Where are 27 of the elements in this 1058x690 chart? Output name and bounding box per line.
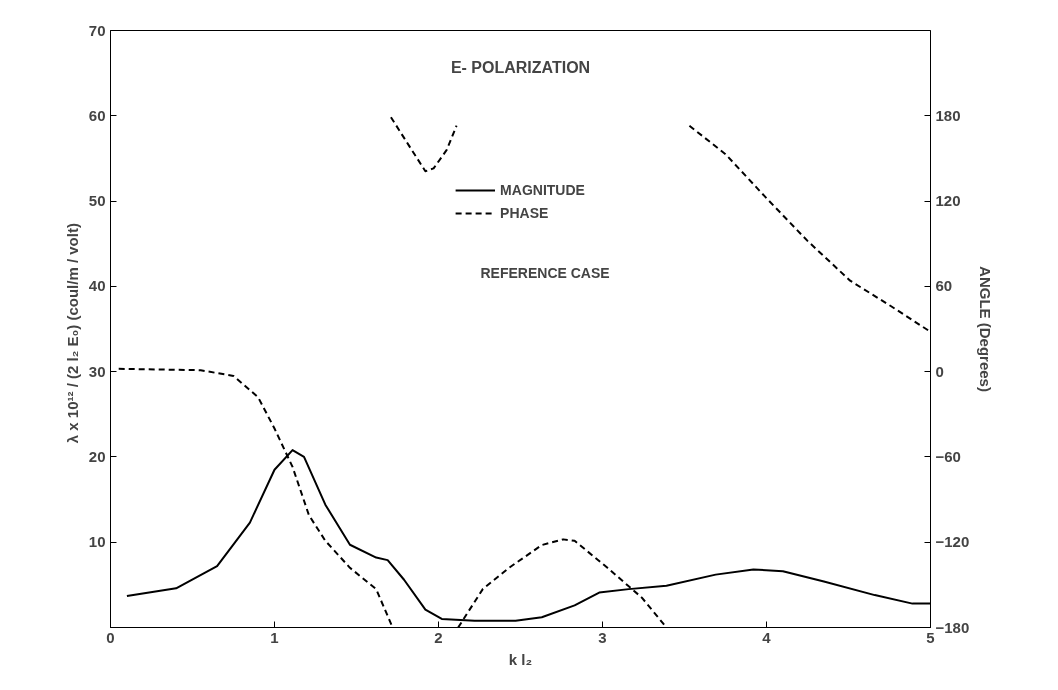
x-tick-label: 0 <box>106 628 115 646</box>
y-axis-title: λ x 10¹² / (2 l₂ E₀) (coul/m / volt) <box>63 223 81 444</box>
legend-label: MAGNITUDE <box>500 182 585 198</box>
y2-tick-label: 120 <box>935 192 961 210</box>
y-tick-label: 60 <box>88 106 106 124</box>
x-tick-label: 1 <box>270 628 279 646</box>
text: E- POLARIZATION <box>450 58 591 76</box>
y-tick-label: 20 <box>88 447 106 465</box>
x-tick-label: 4 <box>762 628 772 646</box>
annotation: REFERENCE CASE <box>480 264 610 281</box>
y2-tick-label: −180 <box>935 618 970 636</box>
y2-tick-label: 0 <box>935 362 944 380</box>
y2-tick-label: 60 <box>935 277 953 295</box>
y-tick-label: 10 <box>88 533 106 551</box>
y-tick-label: 30 <box>88 362 106 380</box>
y-tick-label: 40 <box>88 277 106 295</box>
y-tick-label: 50 <box>88 192 106 210</box>
y2-axis-title: ANGLE (Degrees) <box>977 266 995 392</box>
y2-tick-label: −120 <box>935 533 970 551</box>
x-tick-label: 2 <box>434 628 443 646</box>
y2-tick-label: 180 <box>935 106 961 124</box>
x-axis-title: k l₂ <box>508 650 533 668</box>
legend-label: PHASE <box>500 205 549 221</box>
y-tick-label: 70 <box>88 21 106 39</box>
y2-tick-label: −60 <box>935 447 961 465</box>
x-tick-label: 3 <box>598 628 607 646</box>
x-tick-label: 5 <box>926 628 935 646</box>
